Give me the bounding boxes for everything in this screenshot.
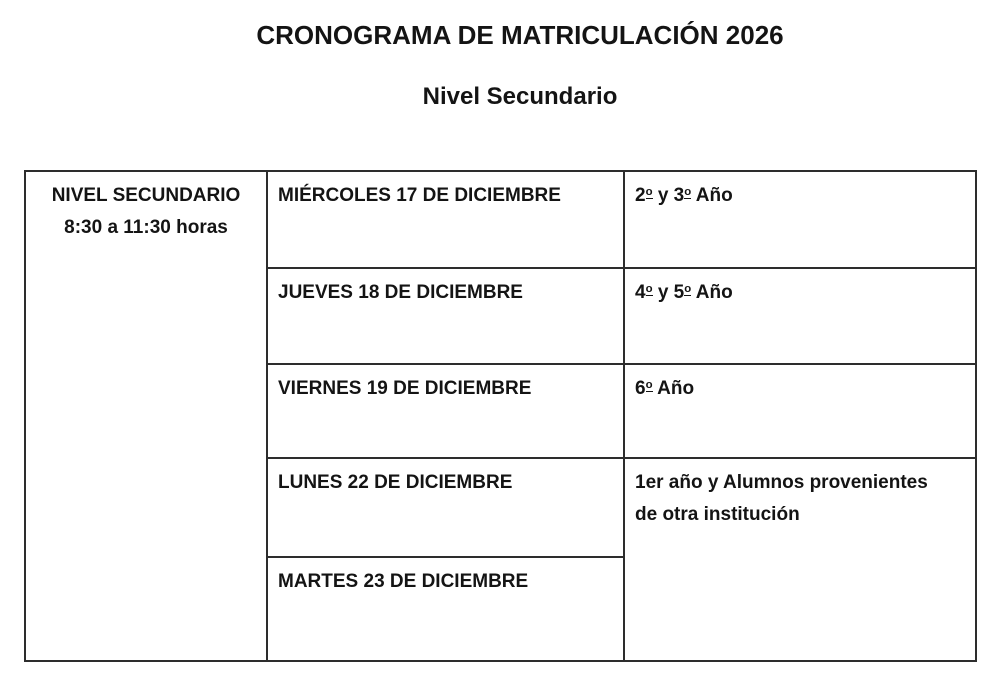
group-cell: 1er año y Alumnos provenientes de otra i… [623,456,977,662]
date-cell: MARTES 23 DE DICIEMBRE [266,555,625,662]
group-cell: 6o Año [623,362,977,459]
date-cell: VIERNES 19 DE DICIEMBRE [266,362,625,459]
page-subtitle: Nivel Secundario [422,83,618,111]
page-title: CRONOGRAMA DE MATRICULACIÓN 2026 [256,20,784,50]
group-cell: 4o y 5o Año [623,266,977,365]
group-cell: 2o y 3o Año [623,169,977,269]
table-row: NIVEL SECUNDARIO 8:30 a 11:30 horas MIÉR… [24,169,977,662]
table-row: JUEVES 18 DE DICIEMBRE 4o y 5o Año [25,266,977,365]
table-row: MARTES 23 DE DICIEMBRE [25,555,976,662]
date-cell: MIÉRCOLES 17 DE DICIEMBRE [266,169,625,269]
ordinal-indicator: o [684,283,692,297]
ordinal-indicator: o [645,283,653,297]
ordinal-indicator: o [645,186,653,200]
ordinal-indicator: o [684,186,692,200]
ordinal-indicator: o [645,379,653,393]
table-row: LUNES 22 DE DICIEMBRE 1er año y Alumnos … [25,456,977,662]
date-cell: JUEVES 18 DE DICIEMBRE [266,266,625,365]
document-page: CRONOGRAMA DE MATRICULACIÓN 2026 Nivel S… [24,0,1000,662]
enrollment-schedule-table: NIVEL SECUNDARIO 8:30 a 11:30 horas MIÉR… [24,169,977,662]
level-hours-cell: NIVEL SECUNDARIO 8:30 a 11:30 horas [24,169,268,662]
document-header: CRONOGRAMA DE MATRICULACIÓN 2026 Nivel S… [40,0,1000,112]
table-row: VIERNES 19 DE DICIEMBRE 6o Año [25,362,977,459]
date-cell: LUNES 22 DE DICIEMBRE [266,456,625,558]
